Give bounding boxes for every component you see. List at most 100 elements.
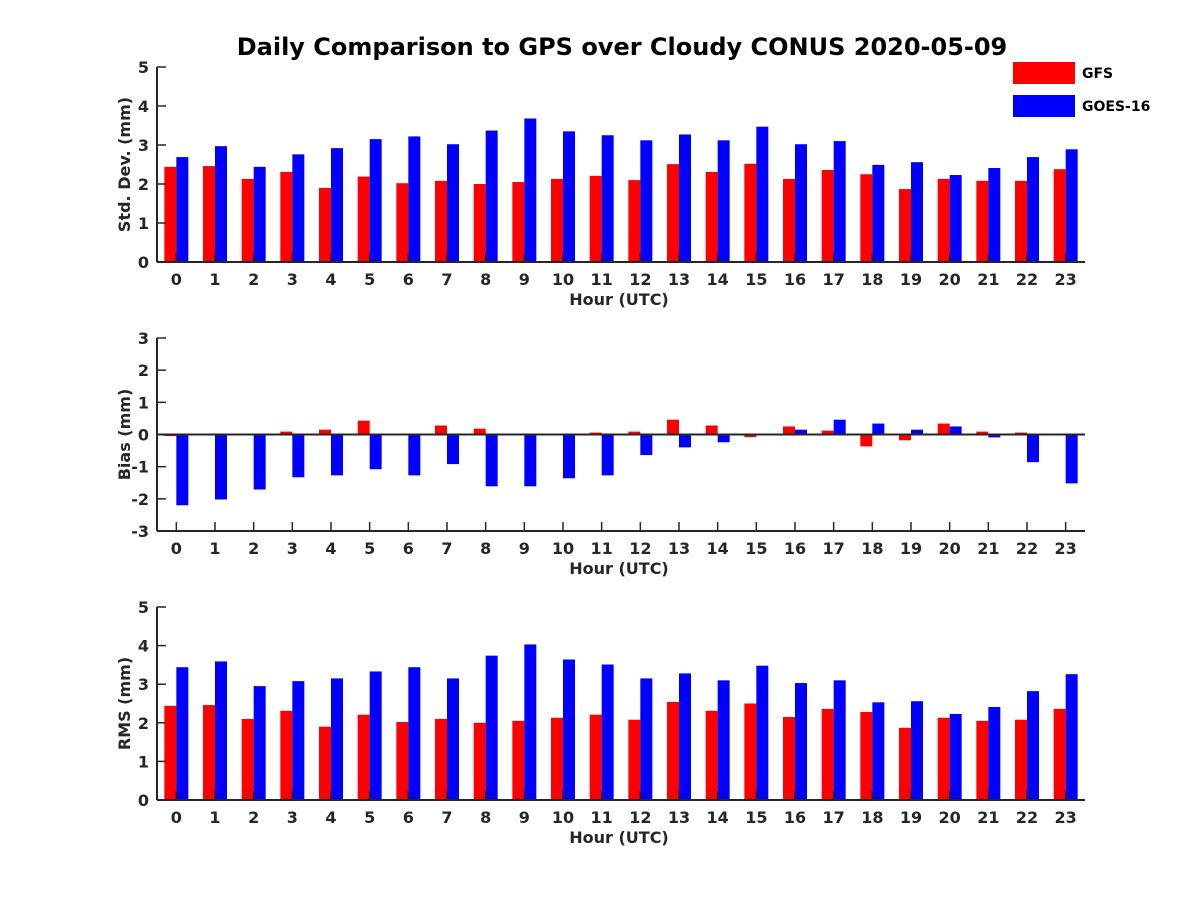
x-tick-label: 19 xyxy=(900,270,922,289)
y-tick-label: 5 xyxy=(138,598,149,617)
y-tick-label: 0 xyxy=(138,791,149,810)
bar-gfs-hour-9 xyxy=(512,182,525,262)
x-tick-label: 19 xyxy=(900,539,922,558)
x-tick-label: 14 xyxy=(707,270,729,289)
bar-gfs-hour-20 xyxy=(937,717,950,800)
x-axis-label: Hour (UTC) xyxy=(569,290,669,309)
bar-gfs-hour-18 xyxy=(860,174,873,262)
x-tick-label: 15 xyxy=(745,270,767,289)
bar-gfs-hour-16 xyxy=(783,717,795,800)
bar-goes-16-hour-19 xyxy=(911,162,923,262)
x-tick-label: 10 xyxy=(552,270,574,289)
bar-goes-16-hour-5 xyxy=(369,671,382,800)
bar-goes-16-hour-8 xyxy=(485,130,498,262)
y-tick-label: 0 xyxy=(138,426,149,445)
bar-gfs-hour-6 xyxy=(396,722,409,800)
bar-gfs-hour-13 xyxy=(667,164,679,262)
bar-goes-16-hour-12 xyxy=(640,434,653,456)
bar-gfs-hour-9 xyxy=(512,720,525,800)
x-tick-label: 3 xyxy=(287,808,298,827)
y-tick-label: -2 xyxy=(131,490,149,509)
bar-gfs-hour-16 xyxy=(783,178,795,262)
bar-goes-16-hour-1 xyxy=(215,661,227,800)
bar-goes-16-hour-17 xyxy=(833,419,846,435)
bar-goes-16-hour-15 xyxy=(756,665,769,800)
x-tick-label: 15 xyxy=(745,539,767,558)
bar-goes-16-hour-19 xyxy=(911,429,923,435)
bar-goes-16-hour-7 xyxy=(447,144,459,262)
bar-gfs-hour-4 xyxy=(319,726,331,800)
bar-goes-16-hour-21 xyxy=(988,706,1001,800)
x-tick-label: 4 xyxy=(325,270,336,289)
x-tick-label: 17 xyxy=(823,808,845,827)
x-tick-label: 18 xyxy=(861,808,883,827)
bar-goes-16-hour-18 xyxy=(872,702,885,800)
x-tick-label: 17 xyxy=(823,539,845,558)
bar-goes-16-hour-11 xyxy=(601,434,614,476)
legend-label-gfs: GFS xyxy=(1082,66,1113,82)
bar-gfs-hour-2 xyxy=(241,178,254,262)
x-tick-label: 6 xyxy=(403,808,414,827)
bar-goes-16-hour-16 xyxy=(795,683,807,800)
bar-goes-16-hour-8 xyxy=(485,655,498,800)
bar-gfs-hour-3 xyxy=(280,431,293,435)
bar-goes-16-hour-2 xyxy=(253,434,266,490)
bar-goes-16-hour-3 xyxy=(292,154,305,262)
x-tick-label: 16 xyxy=(784,539,806,558)
y-tick-label: 1 xyxy=(138,393,149,412)
bar-goes-16-hour-0 xyxy=(176,434,189,506)
x-tick-label: 1 xyxy=(209,808,220,827)
x-tick-label: 9 xyxy=(519,539,530,558)
bar-goes-16-hour-16 xyxy=(795,429,807,435)
x-tick-label: 18 xyxy=(861,270,883,289)
x-tick-label: 20 xyxy=(939,539,961,558)
bar-gfs-hour-14 xyxy=(705,710,718,800)
x-tick-label: 0 xyxy=(171,539,182,558)
bar-goes-16-hour-13 xyxy=(679,434,691,448)
bar-gfs-hour-11 xyxy=(589,714,602,800)
bar-gfs-hour-16 xyxy=(783,426,795,435)
chart-title: Daily Comparison to GPS over Cloudy CONU… xyxy=(237,33,1008,61)
bar-gfs-hour-1 xyxy=(203,705,215,800)
bar-gfs-hour-14 xyxy=(705,171,718,262)
x-tick-label: 18 xyxy=(861,539,883,558)
y-tick-label: 2 xyxy=(138,175,149,194)
x-tick-label: 2 xyxy=(248,270,259,289)
bar-goes-16-hour-20 xyxy=(949,713,962,800)
bar-gfs-hour-22 xyxy=(1015,180,1027,262)
bar-goes-16-hour-14 xyxy=(717,680,730,800)
bar-goes-16-hour-18 xyxy=(872,423,885,435)
y-tick-label: 4 xyxy=(138,637,149,656)
bar-goes-16-hour-22 xyxy=(1027,691,1039,800)
bar-gfs-hour-15 xyxy=(744,703,757,800)
x-tick-label: 20 xyxy=(939,808,961,827)
bar-goes-16-hour-7 xyxy=(447,434,459,465)
bar-goes-16-hour-2 xyxy=(253,686,266,800)
x-tick-label: 1 xyxy=(209,270,220,289)
bar-goes-16-hour-10 xyxy=(563,659,575,800)
x-tick-label: 0 xyxy=(171,808,182,827)
bar-gfs-hour-4 xyxy=(319,187,331,262)
bar-gfs-hour-2 xyxy=(241,718,254,800)
bar-gfs-hour-8 xyxy=(473,428,486,435)
bar-goes-16-hour-5 xyxy=(369,434,382,470)
bar-gfs-hour-13 xyxy=(667,701,679,800)
x-tick-label: 5 xyxy=(364,808,375,827)
x-tick-label: 11 xyxy=(591,808,613,827)
x-axis-label: Hour (UTC) xyxy=(569,559,669,578)
bar-gfs-hour-0 xyxy=(164,705,177,800)
bar-goes-16-hour-15 xyxy=(756,126,769,262)
bar-gfs-hour-19 xyxy=(899,189,911,262)
bar-goes-16-hour-10 xyxy=(563,131,575,262)
bar-gfs-hour-21 xyxy=(976,180,989,262)
bar-goes-16-hour-0 xyxy=(176,157,189,262)
y-tick-label: 2 xyxy=(138,714,149,733)
bar-goes-16-hour-6 xyxy=(408,434,421,476)
x-tick-label: 8 xyxy=(480,808,491,827)
bar-goes-16-hour-13 xyxy=(679,673,691,800)
y-tick-label: 3 xyxy=(138,675,149,694)
y-axis-label: Std. Dev. (mm) xyxy=(115,97,134,232)
bar-gfs-hour-10 xyxy=(551,178,563,262)
